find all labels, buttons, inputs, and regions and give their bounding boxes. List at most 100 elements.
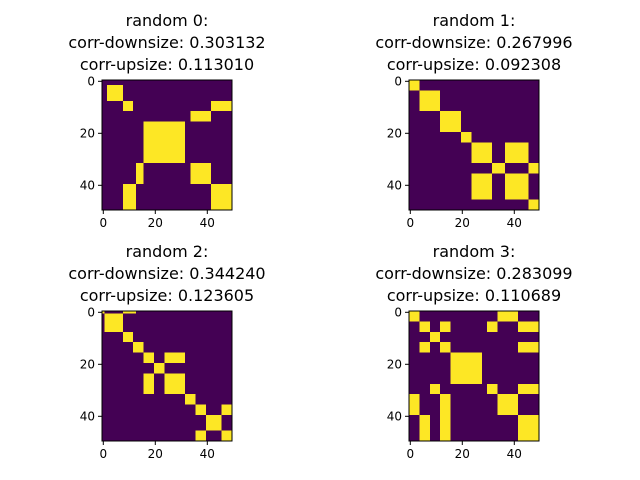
- panel-title-line: random 3:: [433, 242, 516, 261]
- heatmap-cell-block: [409, 394, 420, 415]
- y-tick-label: 20: [387, 357, 402, 371]
- heatmap-cell-block: [211, 184, 232, 210]
- axes-frame: [408, 79, 540, 211]
- x-tick-label: 40: [507, 216, 522, 230]
- heatmap-cell-block: [122, 184, 136, 210]
- y-tick-label: 0: [87, 74, 95, 88]
- heatmap-panel-0: random 0: corr-downsize: 0.303132 corr-ups…: [68, 11, 265, 230]
- heatmap-cell-block: [102, 311, 105, 314]
- heatmap-cell-block: [211, 100, 232, 112]
- heatmap-panel-3: random 3: corr-downsize: 0.283099 corr-ups…: [375, 242, 572, 461]
- heatmap-cell-block: [487, 321, 498, 332]
- y-tick-label: 20: [80, 357, 95, 371]
- x-tick-label: 0: [406, 216, 414, 230]
- heatmap-cell-block: [429, 331, 441, 343]
- heatmap-cell-block: [518, 342, 539, 353]
- y-tick-label: 0: [394, 305, 402, 319]
- y-tick-label: 20: [80, 126, 95, 140]
- x-tick-label: 0: [99, 447, 107, 461]
- heatmap-cell-block: [440, 111, 461, 132]
- panel-title-line: random 1:: [433, 11, 516, 30]
- heatmap-cell-block: [409, 311, 420, 322]
- heatmap-cell-block: [487, 383, 498, 395]
- heatmap-cell-block: [143, 121, 186, 164]
- heatmap-cell-block: [518, 383, 539, 395]
- heatmap-cell-block: [164, 373, 186, 395]
- heatmap-cell-block: [221, 430, 232, 441]
- panel-title-line: corr-downsize: 0.303132: [68, 33, 265, 52]
- x-tick-label: 20: [148, 216, 163, 230]
- heatmap-cell-block: [419, 415, 430, 441]
- heatmap-cell-block: [135, 163, 144, 184]
- heatmap-panel-1: random 1: corr-downsize: 0.267996 corr-ups…: [375, 11, 572, 230]
- heatmap-cell-block: [133, 342, 144, 353]
- heatmap-cell-block: [440, 394, 451, 415]
- x-tick-label: 20: [455, 447, 470, 461]
- panel-title-line: corr-upsize: 0.113010: [80, 55, 254, 74]
- heatmap-cell-block: [528, 163, 539, 174]
- heatmap-cell-block: [505, 142, 529, 164]
- heatmap-cell-block: [104, 313, 123, 332]
- heatmap-cell-block: [419, 342, 430, 353]
- heatmap-cell-block: [409, 80, 420, 91]
- heatmap-cell-block: [122, 331, 134, 343]
- x-tick-label: 40: [200, 447, 215, 461]
- heatmap-cell-block: [429, 383, 441, 395]
- heatmap-cell-block: [471, 142, 493, 164]
- heatmap-cell-block: [440, 342, 451, 353]
- heatmap-cell-block: [492, 163, 506, 174]
- panel-title-line: corr-upsize: 0.110689: [387, 286, 561, 305]
- x-tick-label: 20: [148, 447, 163, 461]
- heatmap-cell-block: [440, 415, 451, 441]
- panel-title-line: corr-downsize: 0.283099: [375, 264, 572, 283]
- heatmap-cell-block: [221, 404, 232, 415]
- panel-title-line: random 2:: [126, 242, 209, 261]
- heatmap-cell-block: [164, 352, 186, 363]
- heatmap-cell-block: [419, 321, 430, 332]
- panel-title-line: corr-downsize: 0.344240: [68, 264, 265, 283]
- heatmap-cell-block: [505, 173, 529, 200]
- heatmap-cell-block: [190, 111, 212, 122]
- heatmap-cell-block: [497, 311, 519, 322]
- heatmap-cell-block: [154, 363, 165, 374]
- x-tick-label: 40: [200, 216, 215, 230]
- heatmap-cell-block: [195, 404, 206, 415]
- axes-frame: [408, 310, 540, 442]
- heatmap-cell-block: [143, 352, 154, 363]
- y-tick-label: 0: [394, 74, 402, 88]
- heatmap-cell-block: [122, 100, 134, 112]
- panel-title-line: corr-upsize: 0.092308: [387, 55, 561, 74]
- y-tick-label: 40: [80, 409, 95, 423]
- heatmap-cell-block: [518, 321, 539, 332]
- panel-title-line: random 0:: [126, 11, 209, 30]
- y-tick-label: 40: [387, 178, 402, 192]
- y-tick-label: 40: [80, 178, 95, 192]
- heatmap-cell-block: [190, 163, 212, 184]
- x-tick-label: 20: [455, 216, 470, 230]
- heatmap-cell-block: [419, 90, 441, 112]
- x-tick-label: 0: [99, 216, 107, 230]
- heatmap-cell-block: [497, 394, 519, 415]
- heatmap-cell-block: [528, 199, 539, 210]
- heatmap-cell-block: [461, 132, 472, 143]
- x-tick-label: 0: [406, 447, 414, 461]
- heatmap-cell-block: [195, 430, 206, 441]
- x-tick-label: 40: [507, 447, 522, 461]
- heatmap-panel-2: random 2: corr-downsize: 0.344240 corr-ups…: [68, 242, 265, 461]
- heatmap-cell-block: [206, 415, 222, 431]
- panel-title-line: corr-downsize: 0.267996: [375, 33, 572, 52]
- heatmap-cell-block: [185, 394, 196, 405]
- heatmap-cell-block: [122, 311, 136, 314]
- axes-frame: [101, 310, 233, 442]
- heatmap-cell-block: [518, 415, 539, 441]
- heatmap-cell-block: [143, 373, 154, 395]
- heatmap-cell-block: [471, 173, 493, 200]
- y-tick-label: 0: [87, 305, 95, 319]
- y-tick-label: 20: [387, 126, 402, 140]
- heatmap-cell-block: [440, 321, 451, 332]
- heatmap-cell-block: [450, 352, 482, 384]
- axes-frame: [101, 79, 233, 211]
- panel-title-line: corr-upsize: 0.123605: [80, 286, 254, 305]
- heatmap-cell-block: [107, 85, 123, 101]
